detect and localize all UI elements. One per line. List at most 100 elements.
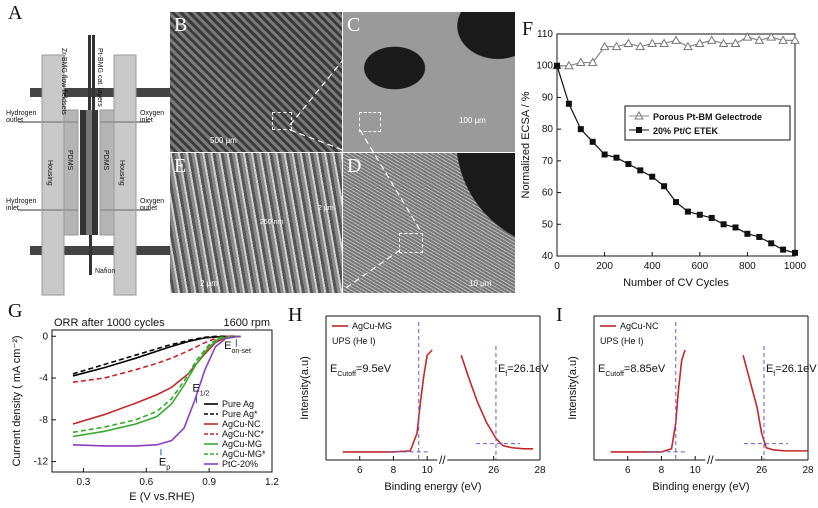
h-mode: UPS (He I) — [332, 336, 376, 346]
f-point-triangle — [623, 38, 634, 48]
g-ylabel: Current density ( mA cm⁻²) — [11, 335, 23, 466]
f-series-line — [556, 65, 796, 254]
h-legend-label: AgCu-MG — [352, 321, 392, 331]
f-legend-label: Porous Pt-BM Gelectrode — [653, 112, 762, 122]
label-pt-bmg: Pt-BMG cat. layers — [96, 48, 103, 107]
f-point-square — [792, 249, 798, 256]
label-zr-bmg: Zr-BMG flow fieldsets — [60, 48, 67, 115]
g-ytick-label: -4 — [39, 373, 48, 384]
zoom-box-c — [359, 112, 381, 132]
f-ytick-label: 90 — [542, 92, 554, 103]
sem-image-d: D 10 μm — [343, 153, 515, 293]
label-oxygen-outlet: Oxygen outlet — [140, 198, 165, 212]
panel-label-c: C — [347, 14, 361, 36]
scale-bar-c: 100 μm — [459, 116, 486, 125]
chart-i: // 6 8 10 26 28 Binding energy (eV) Intensity(a… — [567, 315, 817, 493]
h-xtick-label: 26 — [488, 465, 500, 476]
f-point-square — [708, 214, 715, 221]
panel-label-i: I — [556, 304, 563, 326]
f-point-square — [565, 100, 572, 107]
g-series-line — [72, 335, 241, 425]
f-xtick-label: 1000 — [784, 261, 807, 272]
panel-label-h: H — [288, 304, 303, 326]
f-ytick-label: 50 — [542, 219, 554, 230]
label-housing-left: Housing — [46, 160, 53, 186]
i-xtick-label: 28 — [802, 465, 814, 476]
f-point-triangle — [683, 41, 693, 51]
i-xtick-label: 6 — [625, 465, 631, 476]
i-cutoff-label: ECutoff=8.85eV — [598, 363, 666, 378]
f-point-triangle — [742, 32, 753, 41]
scale-bar-d: 10 μm — [469, 279, 492, 288]
f-point-triangle — [564, 60, 574, 70]
f-point-square — [732, 224, 739, 231]
i-curve-left — [610, 349, 686, 453]
f-xtick-label: 400 — [644, 261, 661, 272]
zoom-box-d — [399, 233, 423, 253]
f-point-square — [696, 211, 703, 218]
panel-label-f: F — [522, 18, 534, 40]
label-pdms-right: PDMS — [102, 150, 109, 171]
h-xtick-label: 6 — [357, 465, 363, 476]
label-oxygen-inlet: Oxygen inlet — [140, 110, 165, 124]
label-hydrogen-inlet: Hydrogen inlet — [6, 198, 37, 212]
f-point-square — [661, 183, 668, 190]
f-point-triangle — [694, 38, 705, 48]
f-ytick-label: 70 — [542, 156, 554, 167]
g-xtick-label: 0.9 — [202, 477, 216, 488]
g-peak-label: Ep — [159, 457, 170, 472]
g-series-line — [72, 335, 241, 447]
panel-label-d: D — [347, 155, 362, 177]
h-xtick-label: 8 — [391, 465, 397, 476]
i-axis-break: // — [707, 453, 714, 467]
i-xlabel: Binding energy (eV) — [652, 481, 749, 493]
scale-bar-b: 500 μm — [210, 136, 237, 145]
g-series-line — [72, 335, 241, 434]
f-point-square — [589, 138, 596, 145]
g-legend-label: Pure Ag — [222, 399, 254, 409]
f-point-triangle — [671, 35, 681, 44]
i-xtick-label: 26 — [756, 465, 768, 476]
f-point-triangle — [575, 57, 586, 67]
f-point-square — [554, 62, 560, 69]
f-point-triangle — [659, 38, 669, 48]
g-legend-label: AgCu-MG — [222, 439, 262, 449]
f-point-triangle — [706, 35, 717, 44]
f-ylabel: Normalized ECSA / % — [520, 91, 532, 198]
sem-image-e: E 250 nm 2 μm 2 μm — [170, 153, 342, 293]
f-point-triangle — [754, 35, 765, 44]
chart-h: // 6 8 10 26 28 Binding energy (eV) Intensity(a… — [299, 315, 549, 493]
h-ylabel: Intensity(a.u) — [299, 356, 311, 420]
f-ytick-label: 100 — [536, 61, 553, 72]
g-ytick-label: 0 — [42, 331, 48, 342]
f-point-triangle — [718, 38, 729, 48]
f-point-triangle — [587, 57, 598, 67]
g-ytick-label: -8 — [39, 415, 48, 426]
f-point-triangle — [647, 38, 658, 48]
panel-label-e: E — [174, 155, 187, 177]
f-point-triangle — [635, 41, 646, 51]
f-point-triangle — [599, 41, 610, 51]
f-ytick-label: 80 — [542, 124, 554, 135]
f-xtick-label: 200 — [596, 261, 613, 272]
sem-image-b: B 500 μm — [170, 12, 342, 152]
f-point-square — [637, 167, 644, 174]
f-point-triangle — [778, 35, 788, 44]
label-pdms-left: PDMS — [66, 150, 73, 171]
f-xtick-label: 0 — [554, 261, 560, 272]
h-xlabel: Binding energy (eV) — [384, 481, 481, 493]
i-curve-right — [742, 354, 808, 452]
i-ef-label: Ef=26.1eV — [766, 363, 817, 378]
f-point-triangle — [730, 38, 741, 48]
f-point-square — [625, 161, 632, 168]
h-xtick-label: 10 — [422, 465, 434, 476]
f-legend-label: 20% Pt/C ETEK — [653, 126, 719, 136]
annotation-2um: 2 μm — [318, 205, 334, 212]
g-rpm: 1600 rpm — [224, 317, 270, 329]
i-xtick-label: 10 — [690, 465, 702, 476]
f-xtick-label: 600 — [691, 261, 708, 272]
g-onset-label: Eon-set — [224, 340, 251, 355]
f-point-square — [649, 173, 656, 180]
g-series-line — [72, 335, 241, 375]
panel-label-g: G — [8, 300, 23, 322]
